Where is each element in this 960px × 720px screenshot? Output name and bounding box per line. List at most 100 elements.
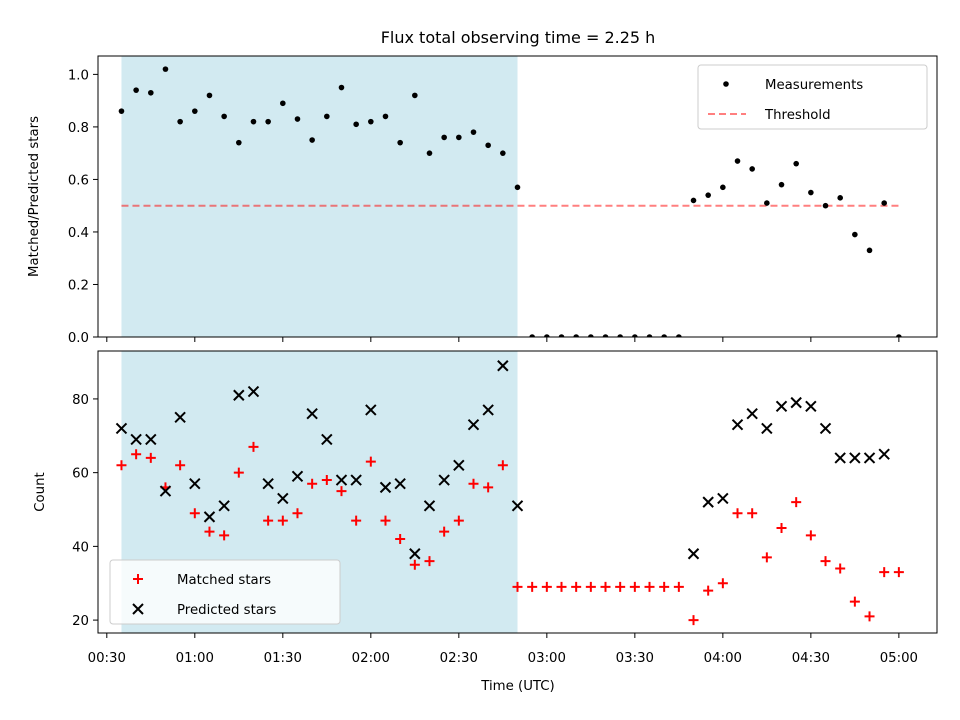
predicted-point — [511, 500, 524, 512]
legend-box — [109, 559, 341, 625]
measurement-point — [236, 139, 242, 146]
measurement-point — [338, 84, 345, 91]
matched-point — [380, 515, 391, 526]
measurement-point — [617, 334, 623, 337]
x-axis-label: Time (UTC) — [480, 679, 555, 694]
y-tick-label: 0.0 — [68, 331, 89, 346]
matched-point — [629, 581, 640, 592]
x-tick-label: 01:00 — [176, 651, 214, 666]
matched-point — [761, 552, 772, 563]
matched-point — [805, 530, 816, 541]
measurement-point — [118, 108, 125, 114]
predicted-point — [423, 500, 436, 512]
series-0 — [118, 66, 902, 337]
measurement-point — [896, 334, 902, 337]
predicted-point — [849, 452, 861, 464]
x-axis-ticks: 00:30 01:00 01:30 02:00 02:30 03:00 03:30 04:00… — [88, 651, 918, 666]
y-tick-label: 0.8 — [68, 121, 89, 136]
measurement-point — [500, 150, 506, 156]
matched-point — [175, 460, 186, 471]
measurement-point — [852, 231, 858, 238]
measurement-point — [690, 197, 697, 204]
x-tick-label: 02:00 — [352, 651, 390, 666]
x-tick-label: 01:30 — [264, 651, 302, 666]
predicted-point — [717, 492, 729, 505]
predicted-point — [130, 433, 142, 446]
measurement-point — [456, 134, 462, 141]
plot-area — [115, 360, 904, 626]
measurement-point — [221, 113, 227, 120]
measurement-point — [793, 160, 799, 167]
predicted-point — [277, 492, 289, 505]
shaded-interval — [121, 56, 518, 337]
series-0 — [116, 441, 904, 626]
predicted-point — [834, 452, 846, 464]
predicted-point — [262, 477, 274, 490]
predicted-point — [203, 511, 216, 523]
matched-point — [336, 486, 347, 497]
matched-point — [820, 556, 831, 567]
matched-point — [277, 515, 288, 526]
measurement-point — [426, 150, 433, 156]
matched-point — [351, 515, 362, 526]
measurement-point — [514, 184, 521, 191]
count-panel: 20 40 60 80 Count Matched stars Predicted star… — [33, 350, 938, 638]
measurement-point — [808, 189, 814, 196]
predicted-point — [233, 389, 245, 401]
measurement-point — [148, 89, 154, 96]
matched-point — [497, 460, 508, 471]
matched-point — [424, 556, 435, 567]
predicted-point — [878, 448, 890, 460]
axes-frame — [97, 55, 938, 338]
predicted-point — [775, 400, 788, 413]
matched-point — [835, 563, 846, 574]
matched-point — [131, 449, 142, 460]
measurement-point — [412, 92, 418, 99]
predicted-point — [482, 404, 494, 416]
predicted-point — [438, 474, 450, 486]
predicted-point — [790, 396, 802, 409]
measurement-point — [485, 142, 491, 149]
predicted-point — [746, 407, 758, 420]
legend-label: Predicted stars — [177, 603, 276, 618]
matched-point — [204, 526, 215, 537]
predicted-point — [218, 500, 230, 512]
measurement-point — [588, 334, 594, 337]
legend-box — [697, 64, 928, 130]
measurement-point — [778, 181, 785, 188]
x-tick-label: 03:30 — [616, 651, 654, 666]
y-tick-label: 40 — [72, 540, 89, 555]
matched-point — [233, 467, 244, 478]
measurement-point — [573, 334, 579, 337]
measurement-point — [441, 134, 447, 141]
y-axis-label: Count — [33, 472, 48, 512]
measurement-point — [397, 139, 403, 146]
measurement-point — [881, 200, 887, 206]
matched-point — [585, 581, 596, 592]
measurement-point — [646, 334, 653, 337]
predicted-point — [702, 496, 714, 508]
chart-title: Flux total observing time = 2.25 h — [381, 28, 656, 47]
predicted-point — [145, 433, 157, 446]
matched-point — [673, 581, 684, 592]
predicted-point — [159, 485, 172, 497]
predicted-point — [189, 477, 201, 490]
matched-point — [145, 452, 156, 463]
predicted-point — [497, 360, 509, 372]
matched-point — [439, 526, 450, 537]
matched-point — [879, 567, 890, 578]
matched-point — [292, 508, 303, 519]
predicted-point — [174, 411, 186, 424]
measurement-point — [676, 334, 682, 337]
measurement-point — [720, 184, 726, 191]
predicted-point — [335, 474, 348, 486]
matched-point — [893, 567, 904, 578]
ratio-panel: 0.0 0.2 0.4 0.6 0.8 1.0 Matched/Predicted star… — [27, 55, 938, 346]
y-tick-label: 20 — [72, 614, 89, 629]
legend-marker — [133, 574, 143, 584]
measurement-point — [309, 137, 315, 143]
measurement-point — [558, 334, 565, 337]
matched-point — [483, 482, 494, 493]
legend-label: Matched stars — [177, 573, 271, 588]
